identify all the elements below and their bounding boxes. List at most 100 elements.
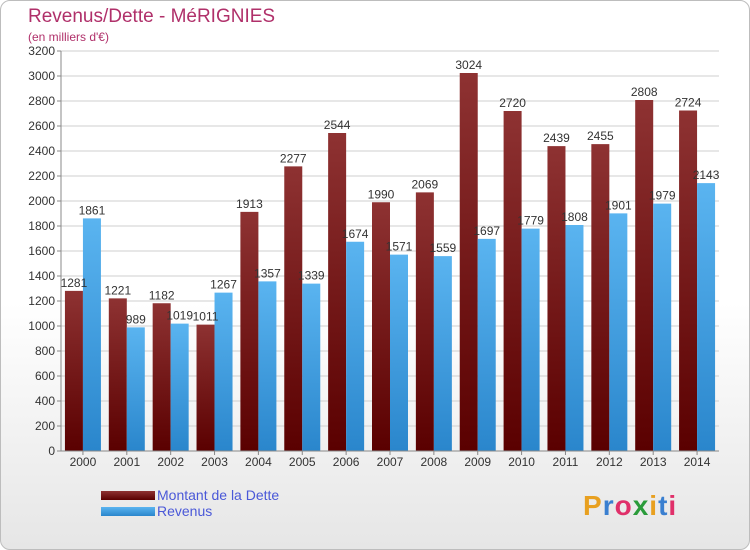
x-tick-label: 2002 bbox=[157, 455, 184, 469]
data-label-debt: 1182 bbox=[149, 288, 175, 302]
bar-revenus bbox=[521, 228, 540, 451]
x-tick-label: 2007 bbox=[377, 455, 404, 469]
bar-debt bbox=[591, 144, 610, 451]
data-label-debt: 2544 bbox=[324, 118, 351, 132]
proxiti-logo: Proxiti bbox=[583, 490, 677, 522]
bar-revenus bbox=[258, 281, 277, 451]
logo-letter: r bbox=[602, 490, 615, 521]
data-label-revenus: 1779 bbox=[517, 214, 544, 228]
data-label-debt: 1221 bbox=[104, 283, 131, 297]
data-label-revenus: 1267 bbox=[210, 278, 237, 292]
x-tick-label: 2008 bbox=[421, 455, 448, 469]
data-label-revenus: 1571 bbox=[386, 240, 413, 254]
bar-debt bbox=[415, 192, 434, 451]
bar-revenus bbox=[390, 254, 408, 451]
legend-swatch-revenus bbox=[101, 506, 155, 516]
bar-revenus bbox=[433, 256, 452, 451]
y-tick-label: 3200 bbox=[28, 44, 55, 58]
x-tick-label: 2013 bbox=[640, 455, 667, 469]
data-label-debt: 2439 bbox=[543, 131, 570, 145]
data-label-revenus: 1861 bbox=[79, 203, 106, 217]
bar-debt bbox=[635, 100, 654, 451]
bar-revenus bbox=[170, 323, 189, 451]
data-label-revenus: 989 bbox=[126, 312, 146, 326]
logo-letter: P bbox=[583, 490, 603, 521]
bar-revenus bbox=[214, 292, 233, 451]
data-label-revenus: 1697 bbox=[473, 224, 500, 238]
logo-letter: o bbox=[614, 490, 633, 521]
x-tick-label: 2006 bbox=[333, 455, 360, 469]
x-tick-label: 2003 bbox=[201, 455, 228, 469]
legend-label-revenus: Revenus bbox=[157, 503, 213, 519]
y-tick-label: 1800 bbox=[28, 219, 55, 233]
bar-debt bbox=[240, 211, 259, 451]
logo-letter: i bbox=[649, 490, 659, 521]
bar-debt bbox=[196, 324, 215, 451]
bar-revenus bbox=[302, 283, 321, 451]
bar-revenus bbox=[565, 225, 584, 451]
chart-subtitle: (en milliers d'€) bbox=[28, 30, 109, 44]
data-label-debt: 2455 bbox=[587, 129, 614, 143]
x-tick-label: 2005 bbox=[289, 455, 316, 469]
bar-debt bbox=[64, 290, 83, 451]
data-label-revenus: 2143 bbox=[693, 168, 720, 182]
bar-debt bbox=[459, 73, 478, 451]
y-tick-label: 600 bbox=[35, 369, 55, 383]
y-tick-label: 1200 bbox=[28, 294, 55, 308]
bar-revenus bbox=[697, 183, 716, 451]
data-label-debt: 1990 bbox=[368, 187, 395, 201]
data-label-debt: 3024 bbox=[455, 58, 482, 72]
y-tick-label: 3000 bbox=[28, 69, 55, 83]
data-label-revenus: 1559 bbox=[430, 241, 457, 255]
bar-revenus bbox=[477, 238, 496, 451]
data-label-debt: 2720 bbox=[499, 96, 526, 110]
data-label-debt: 1011 bbox=[193, 310, 219, 324]
data-label-debt: 1281 bbox=[61, 276, 88, 290]
legend-swatch-debt bbox=[101, 490, 155, 500]
bar-revenus bbox=[126, 327, 145, 451]
legend-item-debt: Montant de la Dette bbox=[101, 487, 279, 503]
x-tick-label: 2014 bbox=[684, 455, 711, 469]
bar-revenus bbox=[346, 241, 365, 451]
y-tick-label: 400 bbox=[35, 394, 55, 408]
bar-revenus bbox=[653, 203, 672, 451]
x-tick-label: 2010 bbox=[508, 455, 535, 469]
y-tick-label: 1400 bbox=[28, 269, 55, 283]
x-tick-label: 2011 bbox=[553, 455, 579, 469]
data-label-debt: 2724 bbox=[675, 96, 702, 110]
x-tick-label: 2009 bbox=[464, 455, 491, 469]
data-label-debt: 2277 bbox=[280, 151, 307, 165]
data-label-revenus: 1357 bbox=[254, 266, 281, 280]
bar-debt bbox=[679, 110, 698, 451]
logo-letter: i bbox=[668, 490, 678, 521]
logo-letter: t bbox=[658, 490, 669, 521]
y-tick-label: 1000 bbox=[28, 319, 55, 333]
data-label-revenus: 1019 bbox=[166, 309, 193, 323]
bar-debt bbox=[328, 133, 347, 451]
y-tick-label: 1600 bbox=[28, 244, 55, 258]
bar-revenus bbox=[82, 218, 101, 451]
data-label-debt: 2808 bbox=[631, 85, 658, 99]
y-tick-label: 2600 bbox=[28, 119, 55, 133]
bar-debt bbox=[372, 202, 390, 451]
legend-label-debt: Montant de la Dette bbox=[157, 487, 280, 503]
y-tick-label: 2000 bbox=[28, 194, 55, 208]
data-label-revenus: 1979 bbox=[649, 189, 676, 203]
data-label-revenus: 1339 bbox=[298, 269, 325, 283]
bar-revenus bbox=[609, 213, 628, 451]
legend: Montant de la Dette Revenus bbox=[101, 487, 279, 519]
x-tick-label: 2004 bbox=[245, 455, 272, 469]
data-label-debt: 1913 bbox=[236, 197, 263, 211]
y-tick-label: 800 bbox=[35, 344, 55, 358]
bar-debt bbox=[152, 303, 171, 451]
data-label-revenus: 1901 bbox=[605, 198, 632, 212]
bar-debt bbox=[547, 146, 566, 451]
bar-debt bbox=[284, 166, 303, 451]
data-label-debt: 2069 bbox=[412, 177, 439, 191]
y-tick-label: 200 bbox=[35, 419, 55, 433]
x-tick-label: 2012 bbox=[596, 455, 623, 469]
bar-debt bbox=[503, 111, 522, 451]
y-tick-label: 0 bbox=[48, 444, 55, 458]
